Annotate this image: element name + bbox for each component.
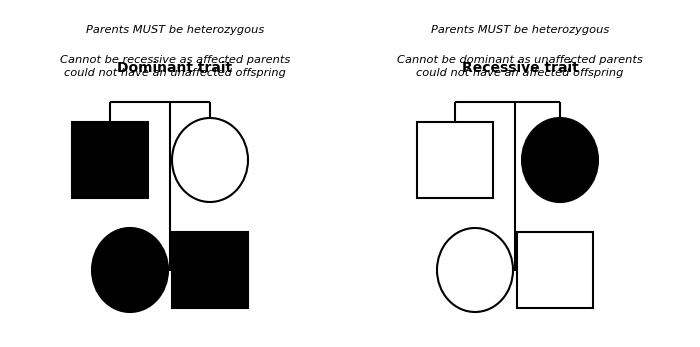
Ellipse shape bbox=[92, 228, 168, 312]
Bar bbox=[417, 122, 493, 198]
Text: Cannot be dominant as unaffected parents
could not have an affected offspring: Cannot be dominant as unaffected parents… bbox=[397, 55, 643, 78]
Text: Parents MUST be heterozygous: Parents MUST be heterozygous bbox=[86, 25, 264, 35]
Text: Cannot be recessive as affected parents
could not have an unaffected offspring: Cannot be recessive as affected parents … bbox=[60, 55, 290, 78]
Ellipse shape bbox=[437, 228, 513, 312]
Text: Dominant trait: Dominant trait bbox=[118, 61, 232, 75]
Bar bbox=[517, 232, 593, 308]
Text: Recessive trait: Recessive trait bbox=[461, 61, 578, 75]
Bar bbox=[172, 232, 248, 308]
Ellipse shape bbox=[172, 118, 248, 202]
Bar bbox=[72, 122, 148, 198]
Ellipse shape bbox=[522, 118, 598, 202]
Text: Parents MUST be heterozygous: Parents MUST be heterozygous bbox=[431, 25, 609, 35]
